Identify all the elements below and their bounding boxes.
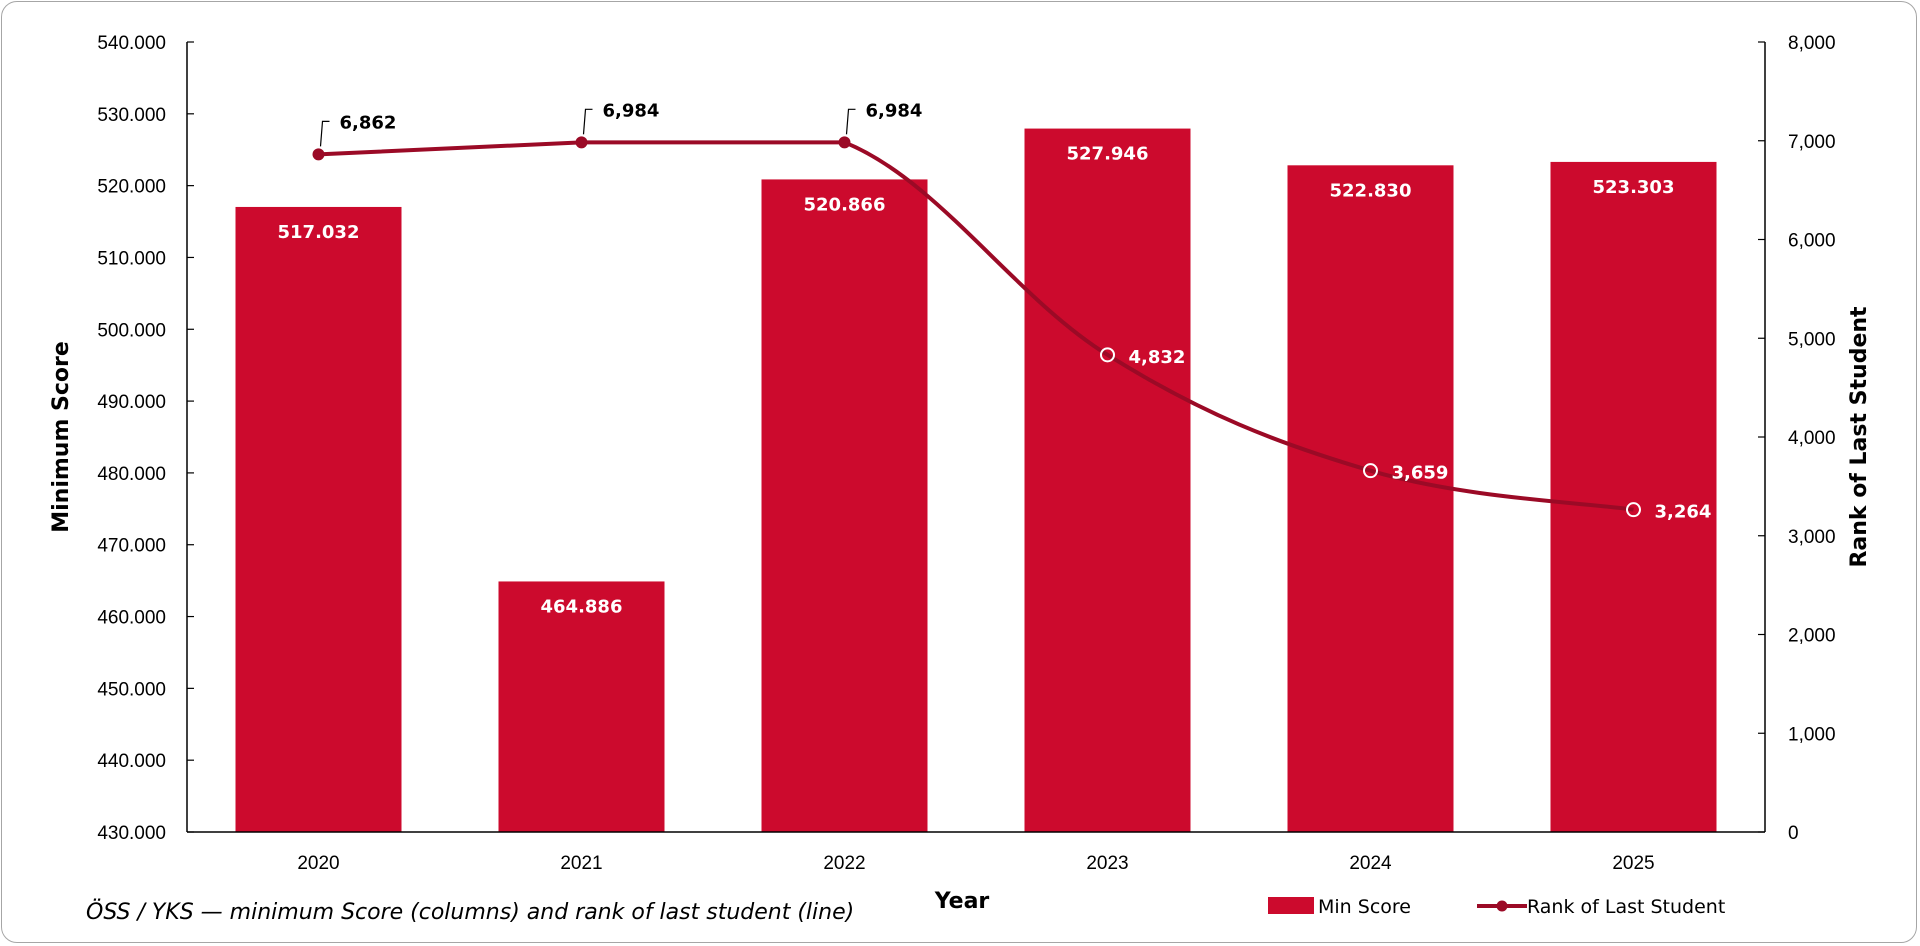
y2-tick-label: 6,000	[1788, 231, 1836, 252]
x-tick-label-2022: 2022	[823, 853, 865, 874]
y2-tick-label: 7,000	[1788, 132, 1836, 153]
bar-label-2021: 464.886	[541, 596, 623, 617]
rank-point-2023	[1100, 347, 1115, 363]
y2-tick-label: 1,000	[1788, 724, 1836, 745]
rank-label-leader	[319, 120, 330, 147]
y-tick-label: 430.000	[97, 823, 166, 844]
y-tick-label: 500.000	[97, 320, 166, 341]
y-tick-label: 440.000	[97, 751, 166, 772]
legend-swatch-min-score	[1268, 897, 1314, 914]
rank-point-2020	[312, 148, 325, 161]
bar-2022	[761, 179, 928, 832]
y-tick-label: 460.000	[97, 608, 166, 629]
y2-tick-label: 3,000	[1788, 527, 1836, 548]
rank-line	[318, 140, 1634, 512]
y2-tick-label: 8,000	[1788, 33, 1836, 54]
axes-layer: 430.000 440.000 450.000 460.000 470.000 480.0…	[97, 33, 1835, 874]
bar-2020	[235, 206, 402, 832]
bar-2023	[1024, 128, 1191, 832]
rank-point-2024	[1363, 463, 1378, 479]
y-tick-label: 540.000	[97, 33, 166, 54]
y-tick-label: 490.000	[97, 392, 166, 413]
bar-label-2020: 517.032	[278, 222, 360, 243]
legend-label-min-score: Min Score	[1318, 896, 1411, 918]
y-tick-label: 520.000	[97, 177, 166, 198]
bar-label-2023: 527.946	[1067, 144, 1149, 165]
y2-tick-label: 5,000	[1788, 329, 1836, 350]
rank-label-2020: 6,862	[340, 112, 397, 133]
legend-label-rank: Rank of Last Student	[1527, 896, 1725, 918]
rank-label-leader	[845, 108, 856, 135]
rank-label-2021: 6,984	[603, 100, 660, 121]
bar-2025	[1550, 161, 1717, 833]
x-tick-label-2021: 2021	[560, 853, 602, 874]
x-axis-title: Year	[934, 889, 990, 914]
y2-axis-title: Rank of Last Student	[1847, 306, 1872, 568]
rank-label-leader	[582, 108, 593, 135]
bar-label-2024: 522.830	[1330, 180, 1412, 201]
line-layer	[312, 136, 1641, 518]
rank-label-2022: 6,984	[866, 100, 923, 121]
rank-label-2025: 3,264	[1655, 502, 1712, 523]
y2-tick-label: 4,000	[1788, 428, 1836, 449]
bar-2021	[498, 581, 665, 832]
rank-point-2025	[1626, 502, 1641, 518]
x-tick-label-2024: 2024	[1349, 853, 1392, 874]
rank-label-2024: 3,659	[1392, 463, 1449, 484]
y2-tick-label: 0	[1788, 823, 1799, 844]
y-tick-label: 510.000	[97, 248, 166, 269]
x-tick-label-2025: 2025	[1612, 853, 1654, 874]
bar-2024	[1287, 165, 1454, 832]
legend: Min Score Rank of Last Student	[1268, 896, 1725, 918]
y-tick-label: 480.000	[97, 464, 166, 485]
rank-point-2021	[575, 136, 588, 149]
y-axis-title: Minimum Score	[49, 341, 74, 533]
chart-caption: ÖSS / YKS — minimum Score (columns) and …	[86, 899, 854, 925]
bar-label-2025: 523.303	[1593, 177, 1675, 198]
labels-layer: 517.032 464.886 520.866 527.946 522.830 523.3…	[278, 100, 1712, 617]
x-tick-label-2020: 2020	[297, 853, 339, 874]
bar-label-2022: 520.866	[804, 194, 886, 215]
x-tick-label-2023: 2023	[1086, 853, 1128, 874]
rank-point-2022	[838, 136, 851, 149]
y2-tick-label: 2,000	[1788, 626, 1836, 647]
bars-layer	[235, 128, 1717, 833]
y-tick-label: 470.000	[97, 536, 166, 557]
rank-label-2023: 4,832	[1129, 347, 1186, 368]
y-tick-label: 450.000	[97, 679, 166, 700]
legend-swatch-rank-marker	[1496, 900, 1508, 912]
y-tick-label: 530.000	[97, 105, 166, 126]
